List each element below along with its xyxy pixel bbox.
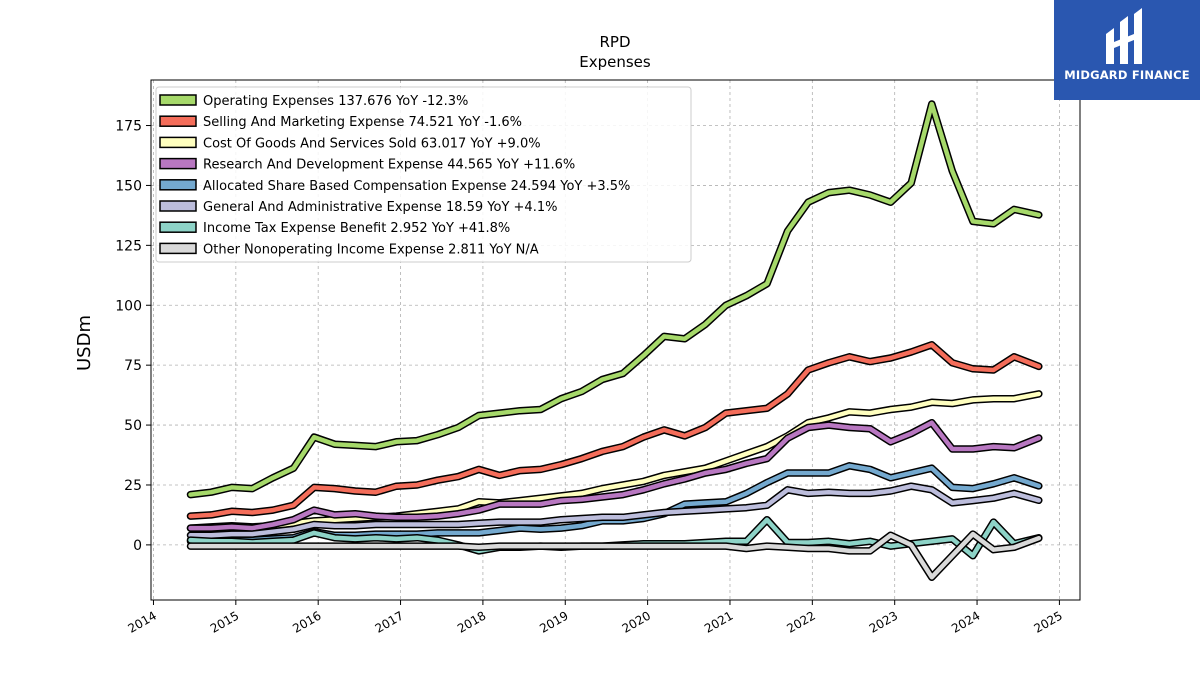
legend-swatch — [159, 242, 197, 255]
x-tick-label: 2022 — [784, 608, 817, 635]
x-tick-label: 2017 — [373, 608, 406, 635]
x-tick-label: 2018 — [455, 608, 488, 635]
y-tick-label: 50 — [124, 418, 142, 434]
legend-swatch — [159, 157, 197, 170]
legend-entry: Research And Development Expense 44.565 … — [203, 158, 575, 173]
x-tick-label: 2019 — [537, 608, 570, 635]
y-tick-label: 125 — [115, 238, 142, 254]
x-tick-label: 2015 — [208, 608, 241, 635]
chart-title: RPD — [599, 33, 630, 51]
series-layer — [186, 100, 1043, 581]
y-tick-label: 100 — [115, 298, 142, 314]
legend-swatch — [159, 179, 197, 191]
midgard-logo-icon — [1106, 8, 1142, 64]
legend: Operating Expenses 137.676 YoY -12.3% Sel… — [155, 86, 692, 263]
y-tick-label: 25 — [124, 478, 142, 494]
series-line-5 — [188, 483, 1042, 538]
x-tick-label: 2023 — [867, 608, 900, 635]
chart-subtitle: Expenses — [579, 53, 651, 71]
x-tick-label: 2024 — [949, 608, 982, 635]
legend-entry: Other Nonoperating Income Expense 2.811 … — [203, 242, 539, 257]
logo-text: MIDGARD FINANCE — [1064, 68, 1190, 82]
y-axis: 0 25 50 75 100 125 150 175 — [115, 119, 151, 554]
legend-swatch — [159, 136, 197, 149]
x-axis: 2014 2015 2016 2017 2018 2019 2020 2021 2022 2023… — [126, 600, 1065, 636]
legend-entry: General And Administrative Expense 18.59… — [203, 200, 557, 215]
x-tick-label: 2025 — [1031, 608, 1064, 635]
midgard-finance-logo: MIDGARD FINANCE — [1054, 0, 1200, 100]
x-tick-label: 2021 — [702, 608, 735, 635]
x-tick-label: 2014 — [126, 608, 159, 635]
y-axis-label: USDm — [74, 315, 95, 371]
legend-entry: Income Tax Expense Benefit 2.952 YoY +41… — [203, 221, 510, 236]
y-tick-label: 75 — [124, 358, 142, 374]
series-line-2 — [188, 391, 1042, 531]
legend-entry: Selling And Marketing Expense 74.521 YoY… — [203, 115, 522, 130]
series-line-1 — [188, 342, 1042, 519]
legend-entry: Allocated Share Based Compensation Expen… — [203, 179, 630, 194]
x-tick-label: 2020 — [620, 608, 653, 635]
legend-swatch — [159, 221, 197, 233]
legend-swatch — [159, 94, 197, 106]
plot-frame — [150, 79, 1081, 601]
x-tick-label: 2016 — [290, 608, 323, 635]
series-line-3 — [188, 420, 1042, 531]
legend-entry: Cost Of Goods And Services Sold 63.017 Y… — [203, 136, 541, 151]
series-line-7 — [188, 531, 1042, 580]
y-tick-label: 175 — [115, 119, 142, 135]
legend-entry: Operating Expenses 137.676 YoY -12.3% — [203, 94, 468, 109]
legend-box — [155, 86, 692, 263]
y-tick-label: 150 — [115, 178, 142, 194]
legend-swatch — [159, 200, 197, 212]
series-line-0 — [188, 101, 1042, 497]
legend-swatch — [159, 115, 197, 127]
y-tick-label: 0 — [133, 538, 142, 554]
